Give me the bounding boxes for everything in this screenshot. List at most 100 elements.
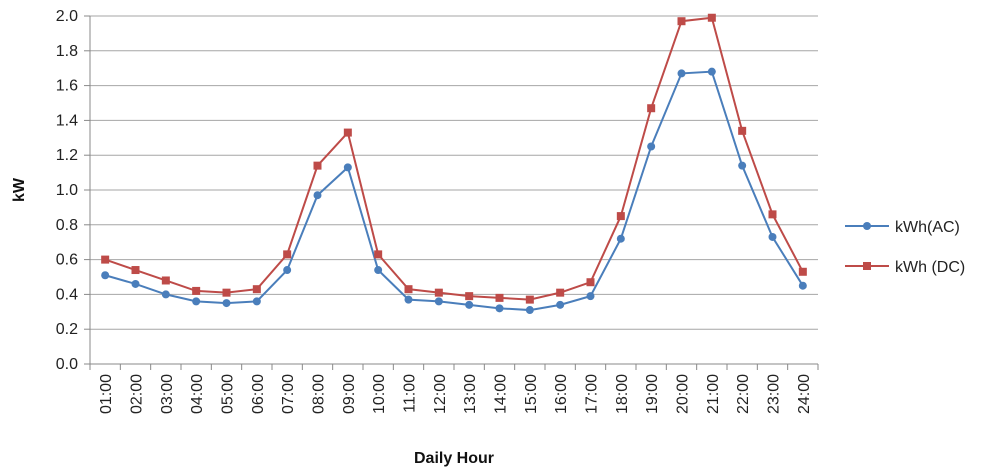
x-tick-label: 04:00 bbox=[189, 374, 206, 414]
data-point bbox=[101, 255, 110, 264]
y-tick-label: 1.4 bbox=[56, 112, 78, 129]
x-tick-label: 17:00 bbox=[584, 374, 601, 414]
data-point bbox=[707, 13, 716, 22]
data-point bbox=[738, 126, 747, 135]
data-point bbox=[192, 286, 201, 295]
data-point bbox=[313, 191, 322, 200]
x-tick-label: 15:00 bbox=[523, 374, 540, 414]
legend-marker bbox=[863, 222, 871, 230]
data-point bbox=[222, 288, 231, 297]
data-point bbox=[586, 292, 595, 301]
data-point bbox=[374, 250, 383, 259]
data-point bbox=[283, 266, 292, 275]
y-tick-label: 0.2 bbox=[56, 321, 78, 338]
data-point bbox=[616, 234, 625, 243]
data-point bbox=[131, 266, 140, 275]
data-point bbox=[101, 271, 110, 280]
data-point bbox=[647, 104, 656, 113]
x-tick-label: 05:00 bbox=[220, 374, 237, 414]
data-point bbox=[738, 161, 747, 170]
data-point bbox=[161, 290, 170, 299]
legend-item: kWh (DC) bbox=[845, 259, 965, 276]
data-point bbox=[556, 300, 565, 309]
data-point bbox=[525, 295, 534, 304]
x-tick-label: 07:00 bbox=[280, 374, 297, 414]
data-point bbox=[131, 279, 140, 288]
x-tick-label: 13:00 bbox=[462, 374, 479, 414]
series-group bbox=[101, 13, 807, 315]
data-point bbox=[465, 292, 474, 301]
x-tick-label: 24:00 bbox=[796, 374, 813, 414]
y-tick-label: 1.6 bbox=[56, 78, 78, 95]
x-tick-label: 01:00 bbox=[98, 374, 115, 414]
series-kwh-ac- bbox=[101, 67, 807, 315]
data-point bbox=[434, 297, 443, 306]
data-point bbox=[707, 67, 716, 76]
x-axis-title: Daily Hour bbox=[414, 450, 494, 467]
x-tick-label: 23:00 bbox=[766, 374, 783, 414]
data-point bbox=[647, 142, 656, 151]
data-point bbox=[556, 288, 565, 297]
legend-item: kWh(AC) bbox=[845, 219, 960, 236]
x-tick-label: 19:00 bbox=[644, 374, 661, 414]
data-point bbox=[798, 267, 807, 276]
data-point bbox=[768, 232, 777, 241]
y-tick-label: 0.6 bbox=[56, 252, 78, 269]
data-point bbox=[586, 278, 595, 287]
x-tick-label: 10:00 bbox=[371, 374, 388, 414]
data-point bbox=[404, 295, 413, 304]
y-tick-label: 0.4 bbox=[56, 286, 78, 303]
y-axis-title: kW bbox=[11, 177, 28, 202]
legend-label: kWh(AC) bbox=[895, 219, 960, 236]
legend: kWh(AC) kWh (DC) bbox=[845, 219, 965, 276]
data-point bbox=[525, 306, 534, 315]
data-point bbox=[404, 285, 413, 294]
data-point bbox=[222, 299, 231, 308]
x-tick-label: 20:00 bbox=[675, 374, 692, 414]
x-tick-label: 21:00 bbox=[705, 374, 722, 414]
data-point bbox=[313, 161, 322, 170]
y-axis-ticks: 0.0 0.2 0.4 0.6 0.8 1.0 1.2 1.4 1.6 1.8 2.0 bbox=[56, 8, 90, 373]
legend-marker bbox=[863, 262, 871, 270]
x-tick-label: 22:00 bbox=[735, 374, 752, 414]
data-point bbox=[798, 281, 807, 290]
x-tick-label: 18:00 bbox=[614, 374, 631, 414]
y-tick-label: 1.8 bbox=[56, 43, 78, 60]
x-tick-label: 03:00 bbox=[159, 374, 176, 414]
x-axis-ticks: 01:00 02:00 03:00 04:00 05:00 06:00 07:00 08:00… bbox=[89, 364, 819, 414]
y-tick-label: 1.0 bbox=[56, 182, 78, 199]
data-point bbox=[161, 276, 170, 285]
data-point bbox=[283, 250, 292, 259]
y-tick-label: 2.0 bbox=[56, 8, 78, 25]
x-tick-label: 02:00 bbox=[129, 374, 146, 414]
data-point bbox=[252, 285, 261, 294]
data-point bbox=[495, 293, 504, 302]
data-point bbox=[677, 69, 686, 78]
series-line bbox=[104, 16, 804, 301]
series-kwh-dc- bbox=[101, 13, 807, 304]
x-tick-label: 08:00 bbox=[311, 374, 328, 414]
data-point bbox=[434, 288, 443, 297]
x-tick-label: 16:00 bbox=[553, 374, 570, 414]
data-point bbox=[677, 17, 686, 26]
data-point bbox=[252, 297, 261, 306]
data-point bbox=[768, 210, 777, 219]
data-point bbox=[495, 304, 504, 313]
y-tick-label: 1.2 bbox=[56, 147, 78, 164]
data-point bbox=[343, 128, 352, 137]
data-point bbox=[616, 212, 625, 221]
x-tick-label: 11:00 bbox=[402, 374, 419, 413]
x-tick-label: 06:00 bbox=[250, 374, 267, 414]
legend-label: kWh (DC) bbox=[895, 259, 965, 276]
series-line bbox=[104, 70, 804, 312]
x-tick-label: 14:00 bbox=[493, 374, 510, 414]
gridlines bbox=[90, 15, 818, 330]
data-point bbox=[343, 163, 352, 172]
data-point bbox=[374, 266, 383, 275]
y-tick-label: 0.0 bbox=[56, 356, 78, 373]
x-tick-label: 09:00 bbox=[341, 374, 358, 414]
data-point bbox=[465, 300, 474, 309]
x-tick-label: 12:00 bbox=[432, 374, 449, 414]
y-tick-label: 0.8 bbox=[56, 217, 78, 234]
